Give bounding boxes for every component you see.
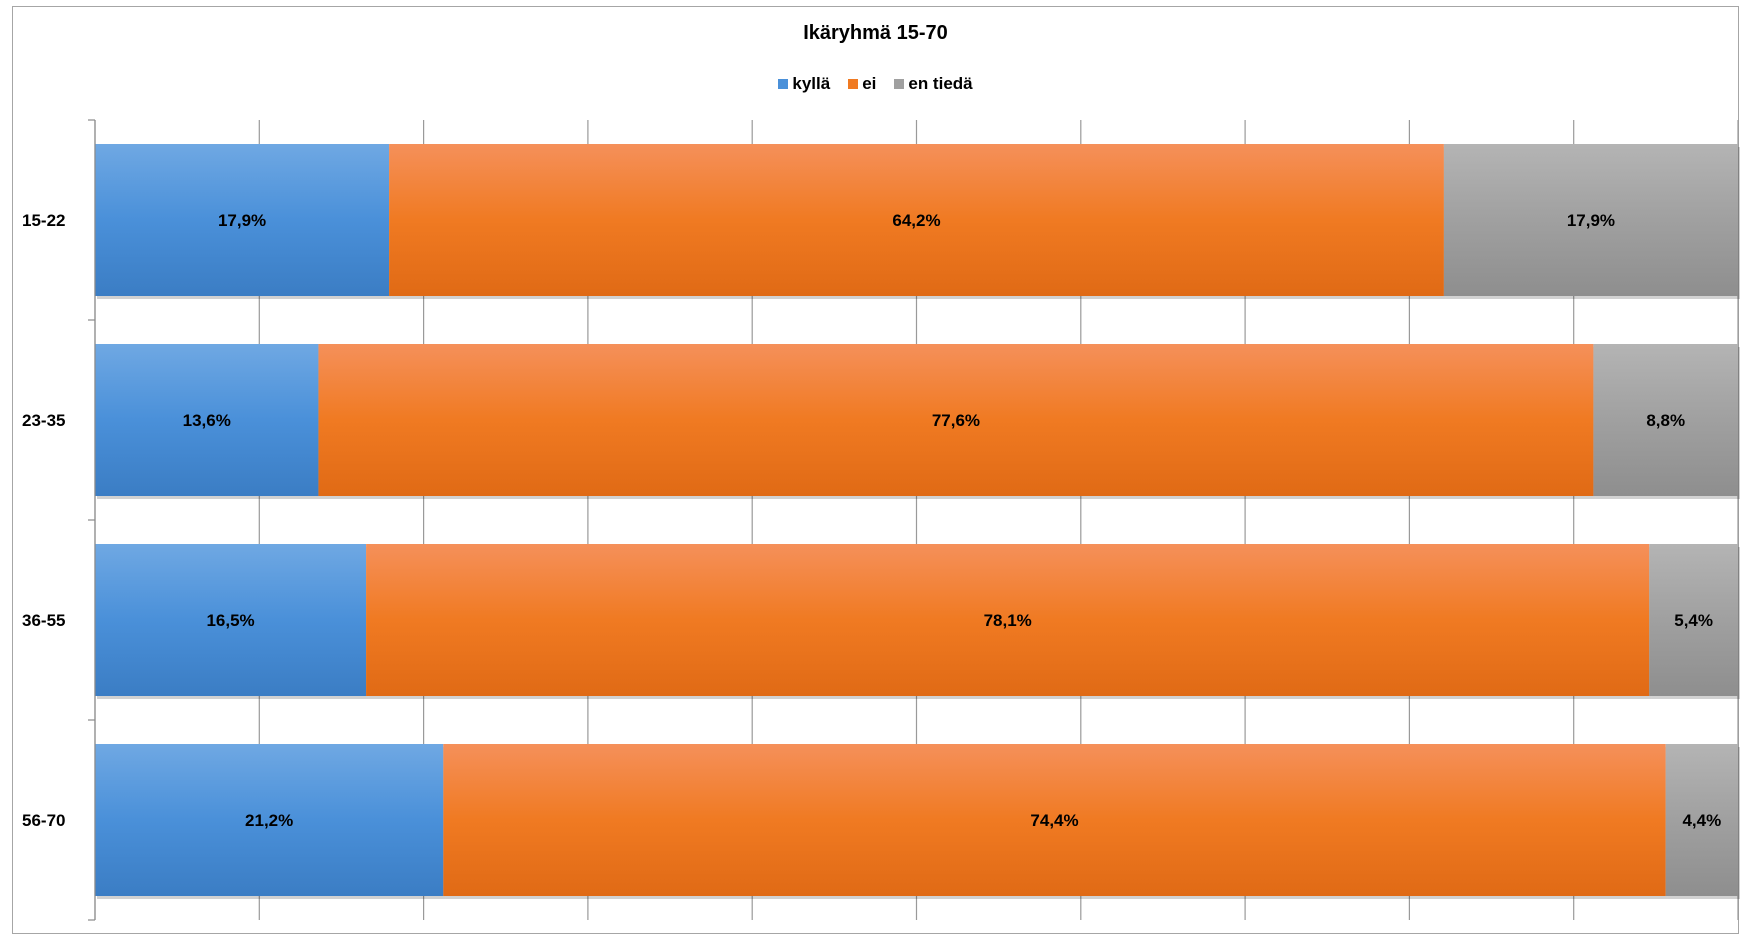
bar-label: 8,8% [1646, 411, 1685, 430]
legend-item-kylla: kyllä [778, 74, 830, 94]
bar-label: 4,4% [1682, 811, 1721, 830]
category-label-15-22: 15-22 [22, 211, 65, 230]
bar-36-55-kyllä [95, 544, 367, 696]
bar-23-35-ei [318, 344, 1594, 496]
category-axis: 15-22 23-35 36-55 56-70 [22, 119, 96, 921]
bar-15-22-kyllä [95, 144, 390, 296]
bar-label: 17,9% [1567, 211, 1615, 230]
legend-item-en-tieda: en tiedä [894, 74, 973, 94]
legend-swatch-kylla [778, 79, 789, 89]
bar-label: 13,6% [183, 411, 231, 430]
bar-label: 5,4% [1674, 611, 1713, 630]
bar-23-35-en-tiedä [1593, 344, 1738, 496]
legend-swatch-ei [848, 79, 859, 89]
bar-36-55-en-tiedä [1649, 544, 1738, 696]
bar-36-55-ei [366, 544, 1650, 696]
legend-label-ei: ei [862, 74, 877, 93]
bar-23-35-kyllä [95, 344, 319, 496]
legend: kyllä ei en tiedä [0, 74, 1751, 94]
bar-label: 16,5% [206, 611, 254, 630]
legend-swatch-en-tieda [894, 79, 905, 89]
bar-56-70-ei [443, 744, 1666, 896]
category-label-56-70: 56-70 [22, 811, 65, 830]
category-label-36-55: 36-55 [22, 611, 65, 630]
bar-15-22-en-tiedä [1443, 144, 1738, 296]
bars: 17,9% 64,2% 17,9% 13,6% 77,6% 8,8% 16,5% 78,1% 5… [95, 144, 1740, 899]
category-label-23-35: 23-35 [22, 411, 65, 430]
bar-label: 78,1% [984, 611, 1032, 630]
bar-label: 17,9% [218, 211, 266, 230]
bar-label: 64,2% [892, 211, 940, 230]
bar-label: 77,6% [932, 411, 980, 430]
bar-15-22-ei [389, 144, 1444, 296]
legend-item-ei: ei [848, 74, 876, 94]
legend-label-kylla: kyllä [792, 74, 831, 93]
bar-label: 21,2% [245, 811, 293, 830]
bar-56-70-kyllä [95, 744, 444, 896]
bar-label: 74,4% [1030, 811, 1078, 830]
bar-56-70-en-tiedä [1665, 744, 1738, 896]
chart-title: Ikäryhmä 15-70 [803, 22, 948, 44]
legend-label-en-tieda: en tiedä [908, 74, 973, 93]
